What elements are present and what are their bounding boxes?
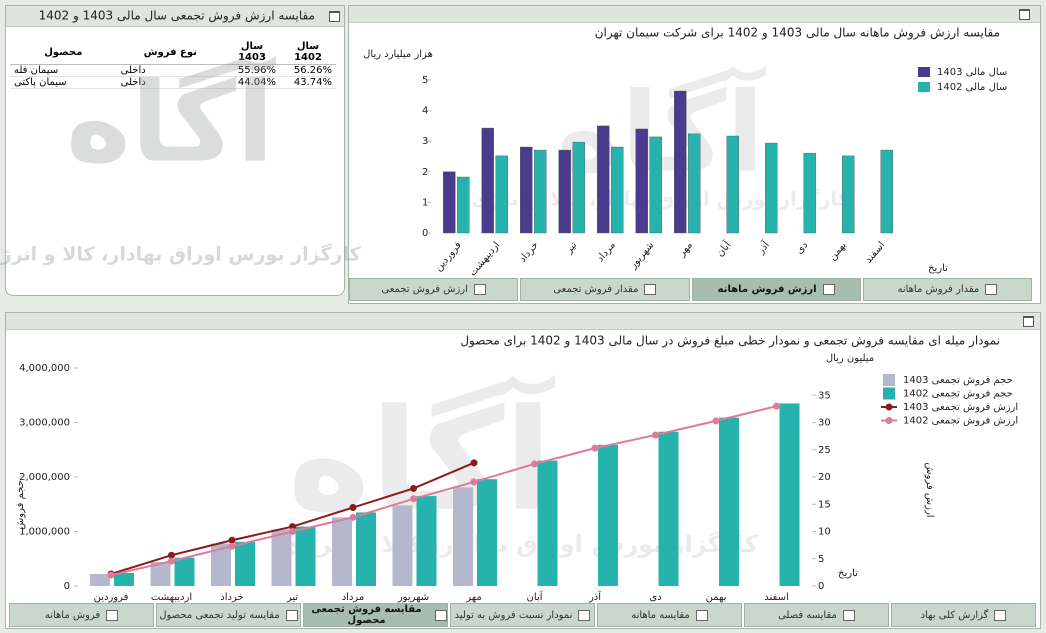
tab-label: ارزش فروش تجمعی [381, 284, 468, 295]
table-header: محصول نوع فروش سال 1403 سال 1402 [10, 40, 336, 65]
tab[interactable]: مقایسه فروش تجمعی محصول [303, 603, 448, 627]
tab-label: ارزش فروش ماهانه [717, 284, 817, 295]
tab-icon [435, 609, 447, 621]
table-row: سیمان فله داخلی 55.96% 56.26% [10, 64, 336, 77]
tab-icon [994, 609, 1007, 621]
tab-icon [106, 609, 119, 621]
panel-header [6, 6, 344, 27]
column-header: سال 1402 [280, 40, 336, 65]
tab-icon [822, 284, 835, 295]
maximize-button[interactable] [1023, 316, 1034, 327]
tab[interactable]: مقایسه فصلی [744, 603, 889, 627]
tab[interactable]: مقدار فروش تجمعی [520, 278, 690, 301]
tab-label: مقایسه تولید تجمعی محصول [159, 609, 280, 621]
maximize-button[interactable] [329, 11, 340, 22]
tab-icon [985, 284, 998, 295]
tab-label: مقدار فروش ماهانه [897, 284, 980, 295]
tab-label: مقایسه فصلی [778, 609, 837, 621]
tab-icon [473, 284, 486, 295]
tab[interactable]: ارزش فروش ماهانه [691, 278, 861, 301]
tab[interactable]: مقدار فروش ماهانه [862, 278, 1032, 301]
table-cell: 44.04% [224, 76, 280, 89]
tab-label: مقایسه فروش تجمعی محصول [311, 604, 422, 626]
tab[interactable]: گزارش کلی بهاد [891, 603, 1036, 627]
tab-label: نمودار نسبت فروش به تولید [454, 609, 573, 621]
tab[interactable]: نمودار نسبت فروش به تولید [450, 603, 595, 627]
tab-bar: مقدار فروش ماهانه ارزش فروش ماهانه مقدار ف… [349, 278, 1032, 301]
tab-icon [842, 609, 855, 621]
table-cell: داخلی [116, 76, 224, 89]
tab-label: مقدار فروش تجمعی [553, 284, 639, 295]
tab-label: فروش ماهانه [44, 609, 101, 621]
table-body: سیمان فله داخلی 55.96% 56.26% سیمان پاکتی داخ… [10, 64, 336, 89]
tab[interactable]: ارزش فروش تجمعی [349, 278, 519, 301]
tab[interactable]: مقایسه تولید تجمعی محصول [156, 603, 301, 627]
table-cell: سیمان فله [10, 64, 117, 77]
tab-icon [578, 609, 591, 621]
column-header: محصول [10, 40, 117, 65]
table-panel: محصول نوع فروش سال 1403 سال 1402 سیمان فله د… [5, 5, 345, 296]
tab[interactable]: مقایسه ماهانه [597, 603, 742, 627]
tab-label: مقایسه ماهانه [631, 609, 690, 621]
table-row: سیمان پاکتی داخلی 44.04% 43.74% [10, 76, 336, 89]
cumulative-panel: گزارش کلی بهاد مقایسه فصلی مقایسه ماهانه نم… [5, 312, 1041, 629]
table-cell: 55.96% [224, 64, 280, 77]
column-header: نوع فروش [116, 40, 224, 65]
column-header: سال 1403 [224, 40, 280, 65]
panel-header [349, 6, 1040, 23]
table-cell: 56.26% [280, 64, 336, 77]
table-cell: داخلی [116, 64, 224, 77]
tab[interactable]: فروش ماهانه [9, 603, 154, 627]
tab-icon [285, 609, 298, 621]
table-cell: سیمان پاکتی [10, 76, 117, 89]
maximize-button[interactable] [1019, 9, 1030, 20]
tab-label: گزارش کلی بهاد [920, 609, 989, 621]
table-cell: 43.74% [280, 76, 336, 89]
tab-icon [644, 284, 657, 295]
share-table: محصول نوع فروش سال 1403 سال 1402 سیمان فله د… [10, 40, 336, 89]
tab-bar: گزارش کلی بهاد مقایسه فصلی مقایسه ماهانه نم… [9, 603, 1036, 627]
monthly-panel: مقدار فروش ماهانه ارزش فروش ماهانه مقدار ف… [348, 5, 1041, 304]
tab-icon [695, 609, 708, 621]
panel-header [6, 313, 1040, 330]
